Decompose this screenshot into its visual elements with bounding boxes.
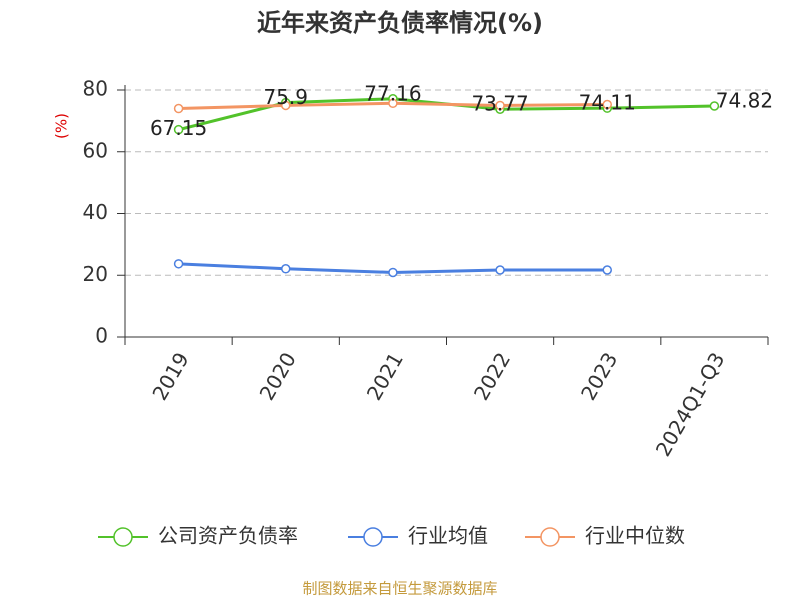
y-tick-label: 60 bbox=[83, 138, 108, 162]
x-tick-label: 2023 bbox=[576, 348, 622, 404]
data-point bbox=[602, 99, 612, 110]
x-tick-label: 2021 bbox=[362, 348, 408, 404]
data-label: 73.77 bbox=[471, 92, 528, 116]
y-tick-label: 40 bbox=[83, 200, 108, 224]
y-tick-label: 80 bbox=[83, 77, 108, 101]
data-point bbox=[495, 100, 505, 111]
data-point bbox=[388, 98, 398, 109]
data-point bbox=[602, 265, 612, 275]
data-point bbox=[709, 101, 720, 111]
x-tick-label: 2020 bbox=[255, 348, 301, 404]
data-label: 77.16 bbox=[364, 81, 421, 105]
data-label: 67.15 bbox=[150, 116, 207, 140]
x-tick-label: 2019 bbox=[147, 348, 193, 404]
chart-title: 近年来资产负债率情况(%) bbox=[257, 9, 543, 37]
data-label: 75.9 bbox=[263, 85, 308, 109]
y-tick-label: 20 bbox=[83, 262, 108, 286]
data-point bbox=[173, 124, 184, 135]
data-label: 74.82 bbox=[716, 88, 773, 112]
legend-label: 行业中位数 bbox=[585, 524, 685, 548]
source-note: 制图数据来自恒生聚源数据库 bbox=[302, 580, 497, 598]
legend-label: 公司资产负债率 bbox=[158, 524, 298, 548]
data-label: 74.11 bbox=[579, 91, 636, 115]
legend-marker bbox=[363, 527, 383, 547]
y-axis-label: (%) bbox=[53, 113, 71, 139]
y-tick-label: 0 bbox=[95, 324, 108, 348]
data-point bbox=[173, 259, 184, 269]
data-point bbox=[173, 103, 184, 114]
legend-marker bbox=[113, 527, 133, 547]
data-point bbox=[495, 265, 505, 275]
data-point bbox=[281, 264, 291, 274]
x-tick-label: 2022 bbox=[469, 348, 515, 404]
legend-label: 行业均值 bbox=[408, 524, 488, 548]
data-point bbox=[281, 100, 291, 111]
data-point bbox=[388, 267, 398, 278]
x-tick-label: 2024Q1-Q3 bbox=[651, 348, 730, 460]
legend-marker bbox=[540, 527, 560, 547]
